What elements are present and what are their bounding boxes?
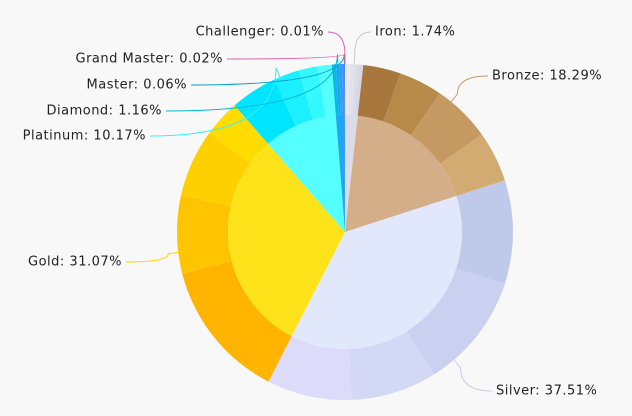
slice-label: Challenger: 0.01% bbox=[196, 25, 324, 40]
leader-line bbox=[190, 53, 345, 86]
pie-slice bbox=[335, 115, 345, 232]
leader-line bbox=[327, 31, 346, 65]
ring-segment bbox=[181, 133, 251, 207]
pie-slice bbox=[345, 115, 358, 232]
ring-segment bbox=[339, 64, 343, 116]
leader-line bbox=[353, 31, 372, 65]
leader-line bbox=[453, 359, 493, 392]
ring-segment bbox=[336, 64, 341, 116]
slice-label: Master: 0.06% bbox=[87, 78, 187, 93]
ring-segment bbox=[298, 66, 326, 120]
ring-segment bbox=[406, 268, 505, 375]
slice-label: Silver: 37.51% bbox=[496, 384, 597, 399]
ring-segment bbox=[209, 105, 269, 164]
slice-label: Iron: 1.74% bbox=[375, 25, 455, 40]
ring-segment bbox=[349, 331, 434, 400]
ring-segment bbox=[317, 64, 336, 117]
ring-segment bbox=[348, 64, 356, 116]
ring-segment bbox=[357, 65, 401, 122]
ring-segment bbox=[440, 134, 505, 197]
leader-line bbox=[149, 67, 281, 137]
ring-segment bbox=[345, 64, 351, 116]
pie-slice bbox=[228, 143, 345, 337]
ring-segment bbox=[344, 64, 345, 116]
pie-slice bbox=[345, 115, 457, 232]
ring-segment bbox=[234, 79, 296, 144]
slice-label: Grand Master: 0.02% bbox=[76, 52, 224, 67]
leader-line bbox=[450, 75, 489, 103]
ring-segment bbox=[182, 260, 292, 382]
leader-line bbox=[226, 53, 346, 65]
leader-line bbox=[165, 54, 339, 112]
ring-segment bbox=[383, 73, 440, 136]
ring-segment bbox=[274, 70, 313, 126]
slice-label: Diamond: 1.16% bbox=[46, 104, 162, 119]
ring-segment bbox=[331, 64, 339, 116]
pie-slice bbox=[344, 115, 345, 232]
pie-slice bbox=[268, 115, 345, 232]
ring-segment bbox=[268, 336, 352, 400]
ring-segment bbox=[177, 195, 232, 274]
leader-line bbox=[125, 252, 179, 263]
pie-slice bbox=[291, 196, 462, 349]
slice-label: Platinum: 10.17% bbox=[23, 129, 146, 144]
ring-segment bbox=[354, 64, 364, 116]
slice-label: Bronze: 18.29% bbox=[492, 69, 602, 84]
slice-label: Gold: 31.07% bbox=[28, 255, 122, 270]
ring-segment bbox=[341, 64, 345, 116]
ring-segment bbox=[351, 64, 360, 116]
ring-segment bbox=[410, 93, 482, 165]
ring-segment bbox=[456, 180, 513, 285]
